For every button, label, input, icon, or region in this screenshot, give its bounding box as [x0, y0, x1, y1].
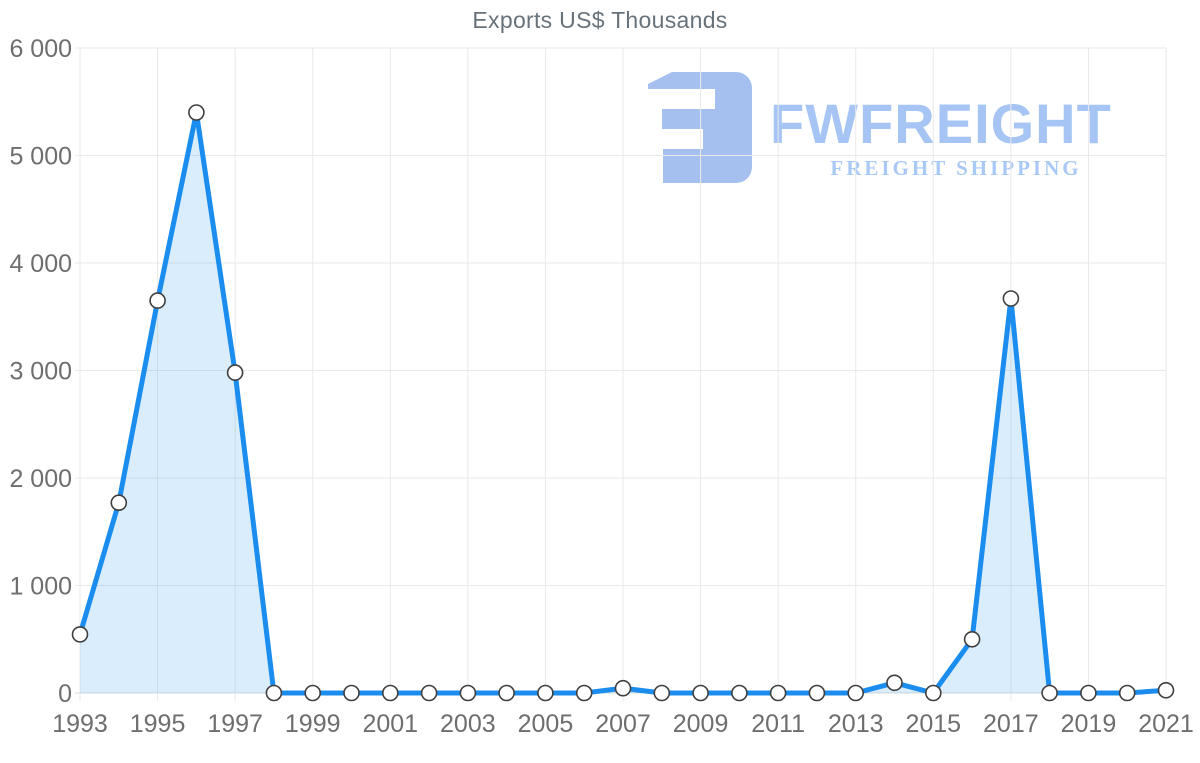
x-axis-label: 2001	[362, 710, 418, 738]
series-area	[80, 112, 1166, 693]
data-point-2002[interactable]	[420, 684, 438, 702]
x-axis-label: 2009	[673, 710, 729, 738]
data-point-2000[interactable]	[343, 684, 360, 702]
y-axis-label: 4 000	[9, 250, 72, 278]
y-axis-label: 1 000	[9, 573, 72, 601]
x-axis-label: 1999	[285, 710, 341, 738]
chart-title: Exports US$ Thousands	[472, 7, 728, 33]
data-point-1999[interactable]	[304, 684, 322, 702]
x-axis-label: 1997	[207, 710, 263, 738]
data-point-1994[interactable]	[110, 494, 128, 512]
y-axis-label: 3 000	[9, 358, 72, 386]
x-axis-label: 2021	[1138, 710, 1194, 738]
data-point-2012[interactable]	[808, 684, 826, 702]
data-point-2015[interactable]	[924, 684, 942, 702]
data-point-2011[interactable]	[769, 684, 787, 702]
data-point-2001[interactable]	[381, 684, 399, 702]
y-axis-label: 5 000	[9, 143, 72, 171]
data-point-2013[interactable]	[847, 684, 865, 702]
data-point-1997[interactable]	[226, 364, 244, 381]
data-point-2014[interactable]	[886, 674, 903, 692]
x-axis-label: 2005	[518, 710, 574, 738]
y-axis-label: 6 000	[9, 35, 72, 63]
data-point-2016[interactable]	[963, 630, 981, 648]
data-point-2020[interactable]	[1118, 684, 1136, 702]
x-axis-label: 2017	[983, 710, 1039, 738]
data-point-2007[interactable]	[614, 679, 632, 697]
data-point-2019[interactable]	[1080, 684, 1097, 702]
data-point-2017[interactable]	[1002, 290, 1020, 307]
x-axis-label: 2019	[1061, 710, 1117, 738]
y-axis-label: 2 000	[9, 465, 72, 493]
data-point-1996[interactable]	[188, 104, 205, 121]
data-point-1998[interactable]	[265, 684, 283, 702]
x-axis-label: 2007	[595, 710, 651, 738]
data-point-2021[interactable]	[1157, 681, 1175, 699]
data-point-1993[interactable]	[71, 626, 89, 643]
data-point-2004[interactable]	[498, 684, 515, 702]
x-axis-label: 2011	[751, 710, 805, 738]
data-point-2018[interactable]	[1041, 684, 1058, 702]
data-point-2005[interactable]	[537, 684, 554, 702]
data-point-1995[interactable]	[149, 292, 166, 309]
x-axis-label: 1995	[130, 710, 186, 738]
x-axis-label: 2013	[828, 710, 884, 738]
data-point-2003[interactable]	[459, 684, 477, 702]
data-point-2009[interactable]	[692, 684, 709, 702]
data-point-2008[interactable]	[653, 684, 671, 702]
x-axis-label: 2015	[905, 710, 961, 738]
data-point-2010[interactable]	[731, 684, 748, 702]
y-axis-label: 0	[58, 680, 72, 708]
data-point-2006[interactable]	[575, 684, 593, 702]
x-axis-label: 2003	[440, 710, 496, 738]
x-axis-label: 1993	[52, 710, 108, 738]
